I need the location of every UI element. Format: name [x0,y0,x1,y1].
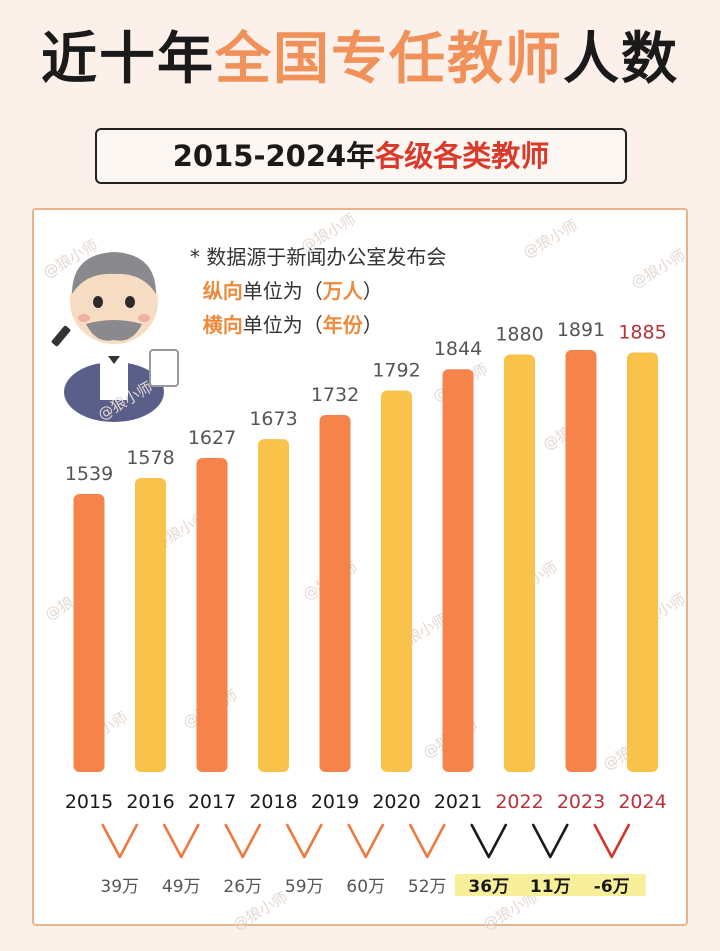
bar-2019 [319,415,351,772]
year-label-2022: 2022 [495,791,543,813]
change-arrow-5 [347,823,385,859]
year-label-2015: 2015 [65,791,113,813]
change-label-5: 60万 [346,877,385,897]
bar-2018 [258,439,289,772]
title-part-1: 近十年 [41,27,215,92]
note-horizontal-unit-value: 年份 [322,313,363,337]
note-vertical-label: 纵向 [202,279,243,303]
value-label-2016: 1578 [126,447,174,469]
chart-notes: * 数据源于新闻办公室发布会 纵向单位为（万人） 横向单位为（年份） [190,240,446,342]
bar-2021 [442,369,474,772]
note-vertical-unit: 纵向单位为（万人） [190,274,446,308]
change-arrow-4 [285,823,323,859]
value-label-2018: 1673 [249,408,297,430]
note-horizontal-unit: 横向单位为（年份） [190,308,446,342]
change-label-6: 52万 [408,877,447,897]
note-vertical-unit-value: 万人 [322,279,363,303]
change-arrow-1 [101,823,139,859]
value-label-2024: 1885 [618,321,666,343]
change-highlight [454,874,646,896]
note-source: * 数据源于新闻办公室发布会 [190,245,447,269]
change-label-8: 11万 [530,877,571,897]
year-label-2019: 2019 [311,791,359,813]
bar-2022 [504,354,535,772]
note-vertical-close: ） [362,279,383,303]
title-part-3: 人数 [563,27,679,92]
teacher-mascot-icon [51,252,179,422]
year-label-2024: 2024 [618,791,666,813]
change-arrow-6 [408,823,446,859]
change-arrow-2 [162,823,200,859]
note-horizontal-close: ） [362,313,383,337]
bar-2017 [196,458,228,772]
change-label-3: 26万 [223,877,262,897]
bar-2020 [381,390,412,772]
page-title: 近十年全国专任教师人数 [0,22,720,98]
value-label-2017: 1627 [188,427,236,449]
bar-2015 [73,494,105,772]
note-vertical-text: 单位为（ [242,279,323,303]
change-arrow-8 [531,823,569,859]
change-arrow-3 [224,823,262,859]
bar-2016 [135,478,166,772]
year-label-2018: 2018 [249,791,297,813]
change-arrow-7 [470,823,508,859]
value-label-2022: 1880 [495,324,543,346]
subtitle-category: 各级各类教师 [375,139,550,173]
change-label-4: 59万 [285,877,324,897]
bar-2023 [565,350,597,772]
year-label-2020: 2020 [372,791,420,813]
value-label-2020: 1792 [372,360,420,382]
value-label-2021: 1844 [434,338,482,360]
change-label-9: -6万 [594,877,630,897]
change-label-2: 49万 [162,877,201,897]
year-label-2016: 2016 [126,791,174,813]
note-horizontal-text: 单位为（ [242,313,323,337]
note-horizontal-label: 横向 [202,313,243,337]
value-label-2015: 1539 [65,463,113,485]
bar-chart: 1539 2015 1578 2016 1627 2017 1673 2018 1732 2019… [65,319,667,897]
bar-2024 [627,352,658,772]
change-label-1: 39万 [100,877,139,897]
subtitle-box: 2015-2024年各级各类教师 [95,128,627,184]
year-label-2021: 2021 [434,791,482,813]
title-part-2: 全国专任教师 [215,27,563,92]
subtitle-years: 2015-2024年 [172,139,376,173]
change-arrow-9 [593,823,631,859]
year-label-2017: 2017 [188,791,236,813]
value-label-2019: 1732 [311,384,359,406]
year-label-2023: 2023 [557,791,605,813]
change-label-7: 36万 [468,877,509,897]
value-label-2023: 1891 [557,319,605,341]
